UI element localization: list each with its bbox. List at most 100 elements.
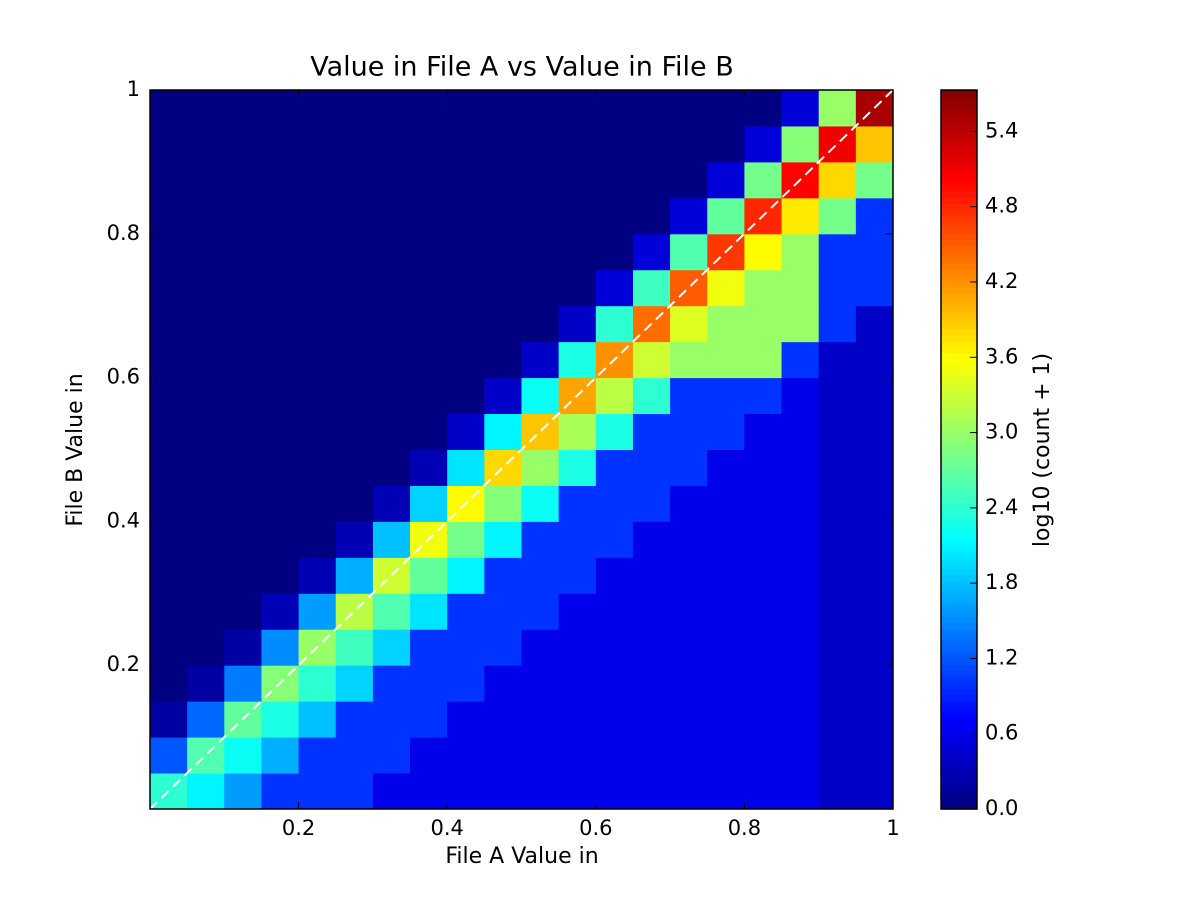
heat-cell xyxy=(335,377,374,415)
heat-cell xyxy=(521,90,560,127)
colorbar-segment xyxy=(941,461,977,469)
colorbar-segment xyxy=(941,275,977,283)
colorbar-segment xyxy=(941,503,977,511)
heat-cell xyxy=(558,557,597,594)
heat-cell xyxy=(261,305,300,343)
colorbar-segment xyxy=(941,473,977,481)
colorbar-segment xyxy=(941,803,977,810)
heat-cell xyxy=(224,125,262,163)
heat-cell xyxy=(447,377,485,415)
y-axis-label: File B Value in xyxy=(63,373,88,526)
colorbar-segment xyxy=(941,605,977,612)
colorbar-segment xyxy=(941,527,977,534)
colorbar-segment xyxy=(941,431,977,439)
x-tick-label: 1 xyxy=(886,816,899,840)
heat-cell xyxy=(632,701,671,738)
heat-cell xyxy=(261,341,300,379)
heat-cell xyxy=(521,449,560,486)
colorbar-segment xyxy=(941,161,977,169)
colorbar-segment xyxy=(941,773,977,780)
heat-cell xyxy=(670,341,708,379)
heat-cell xyxy=(558,521,597,558)
heat-cell xyxy=(187,557,225,594)
heat-cell xyxy=(744,90,783,127)
heat-cell xyxy=(521,233,560,271)
heat-cell xyxy=(261,233,300,271)
heat-cell xyxy=(410,773,448,810)
heat-cell xyxy=(558,701,597,738)
heat-cell xyxy=(372,305,411,343)
heat-cell xyxy=(298,197,337,235)
heat-cell xyxy=(670,701,708,738)
heat-cell xyxy=(447,449,485,486)
heat-cell xyxy=(335,161,374,199)
colorbar-segment xyxy=(941,707,977,714)
heat-cell xyxy=(447,125,485,163)
heat-cell xyxy=(707,557,745,594)
heat-cell xyxy=(781,413,820,450)
heat-cell xyxy=(335,485,374,522)
heat-cell xyxy=(410,557,448,594)
heat-cell xyxy=(781,485,820,522)
colorbar-segment xyxy=(941,467,977,475)
colorbar-segment xyxy=(941,245,977,253)
colorbar-segment xyxy=(941,725,977,732)
heat-cell xyxy=(521,521,560,558)
heat-cell xyxy=(372,737,411,774)
heat-cell xyxy=(484,341,522,379)
heat-cell xyxy=(335,701,374,738)
heat-cell xyxy=(298,269,337,307)
heat-cell xyxy=(187,593,225,630)
colorbar-segment xyxy=(941,101,977,109)
heat-cell xyxy=(781,125,820,163)
heat-cell xyxy=(818,701,857,738)
heat-cell xyxy=(150,341,188,379)
heat-cell xyxy=(707,269,745,307)
colorbar-segment xyxy=(941,191,977,199)
colorbar-segment xyxy=(941,149,977,157)
heat-cell xyxy=(855,305,894,343)
heat-cell xyxy=(261,413,300,450)
heat-cell xyxy=(335,773,374,810)
heat-cell xyxy=(818,305,857,343)
heat-cell xyxy=(410,737,448,774)
colorbar-segment xyxy=(941,107,977,115)
heat-cell xyxy=(558,593,597,630)
heat-cell xyxy=(781,341,820,379)
heat-cell xyxy=(855,737,894,774)
colorbar-tick-label: 2.4 xyxy=(985,495,1018,519)
heat-cell xyxy=(670,197,708,235)
heat-cell xyxy=(818,341,857,379)
heat-cell xyxy=(298,485,337,522)
heat-cell xyxy=(670,773,708,810)
heat-cell xyxy=(261,593,300,630)
heat-cell xyxy=(261,737,300,774)
colorbar-segment xyxy=(941,701,977,708)
heat-cell xyxy=(744,557,783,594)
heat-cell xyxy=(595,701,634,738)
heat-cell xyxy=(632,90,671,127)
heat-cell xyxy=(187,269,225,307)
colorbar-segment xyxy=(941,515,977,522)
heat-cell xyxy=(632,197,671,235)
colorbar-segment xyxy=(941,491,977,499)
colorbar-segment xyxy=(941,407,977,415)
heat-cell xyxy=(521,593,560,630)
heat-cell xyxy=(447,629,485,666)
heat-cell xyxy=(521,197,560,235)
colorbar-segment xyxy=(941,269,977,277)
x-tick-label: 0.2 xyxy=(282,816,315,840)
heat-cell xyxy=(261,125,300,163)
colorbar-segment xyxy=(941,587,977,594)
heat-cell xyxy=(224,413,262,450)
heat-cell xyxy=(670,305,708,343)
heat-cell xyxy=(595,449,634,486)
heat-cell xyxy=(818,377,857,415)
heat-cell xyxy=(224,593,262,630)
colorbar-segment xyxy=(941,173,977,181)
heat-cell xyxy=(187,341,225,379)
x-axis-label: File A Value in xyxy=(445,844,598,869)
colorbar-segment xyxy=(941,413,977,421)
heat-cell xyxy=(595,413,634,450)
heat-cell xyxy=(224,665,262,702)
